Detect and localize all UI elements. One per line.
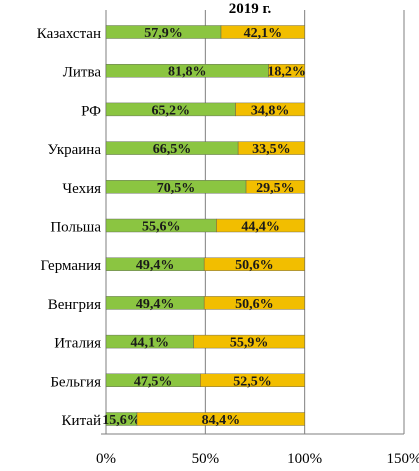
- bar-2-5: [216, 218, 305, 233]
- data-label-1-2: 65,2%: [152, 103, 191, 118]
- x-tick-2: 100%: [287, 451, 322, 467]
- category-label-3: Украина: [48, 142, 102, 158]
- data-label-2-9: 52,5%: [233, 374, 272, 389]
- bars-group: 57,9% 42,1% 81,8% 18,2% 65,2% 34,8% 66,5% 33,5%…: [102, 25, 306, 428]
- category-labels: Казахстан Литва РФ Украина Чехия Польша Герман…: [37, 26, 102, 429]
- data-label-1-4: 70,5%: [157, 181, 196, 196]
- category-label-0: Казахстан: [37, 26, 101, 42]
- data-label-2-1: 18,2%: [267, 65, 306, 80]
- bar-2-9: [200, 373, 305, 387]
- bar-2-2: [235, 102, 305, 117]
- data-label-2-3: 33,5%: [252, 142, 291, 157]
- data-label-1-5: 55,6%: [142, 220, 181, 235]
- data-label-2-7: 50,6%: [235, 297, 274, 312]
- x-tick-0: 0%: [96, 451, 116, 467]
- data-label-1-0: 57,9%: [144, 26, 183, 41]
- x-tick-labels: 0% 50% 100% 150%: [96, 451, 419, 467]
- category-label-2: РФ: [81, 103, 101, 119]
- data-label-1-6: 49,4%: [136, 258, 175, 273]
- data-label-2-5: 44,4%: [241, 220, 280, 235]
- data-label-1-8: 44,1%: [131, 336, 170, 351]
- category-label-8: Италия: [54, 336, 101, 352]
- bar-2-10: [136, 412, 305, 426]
- category-label-10: Китай: [62, 413, 101, 429]
- data-label-2-4: 29,5%: [256, 181, 295, 196]
- data-label-2-8: 55,9%: [230, 336, 269, 351]
- data-label-1-3: 66,5%: [153, 142, 192, 157]
- bar-2-0: [220, 25, 305, 39]
- data-label-2-2: 34,8%: [251, 103, 290, 118]
- bar-2-1: [268, 63, 305, 78]
- data-label-1-1: 81,8%: [168, 65, 207, 80]
- category-label-1: Литва: [63, 65, 102, 81]
- bar-2-6: [203, 257, 305, 271]
- bar-2-7: [203, 296, 305, 310]
- data-label-2-0: 42,1%: [244, 26, 283, 41]
- x-tick-1: 50%: [192, 451, 220, 467]
- x-tick-3: 150%: [387, 451, 419, 467]
- data-label-2-10: 84,4%: [202, 413, 241, 428]
- data-label-1-7: 49,4%: [136, 297, 175, 312]
- bar-2-3: [237, 141, 305, 155]
- category-label-9: Бельгия: [50, 374, 101, 390]
- data-label-2-6: 50,6%: [235, 258, 274, 273]
- category-label-5: Польша: [50, 220, 101, 236]
- category-label-4: Чехия: [62, 181, 101, 197]
- data-label-1-10: 15,6%: [102, 413, 141, 428]
- chart-title: 2019 г.: [229, 1, 272, 17]
- category-label-7: Венгрия: [48, 297, 101, 313]
- bar-2-4: [245, 180, 305, 194]
- data-label-1-9: 47,5%: [134, 374, 173, 389]
- category-label-6: Германия: [41, 258, 102, 274]
- bar-2-8: [193, 334, 305, 349]
